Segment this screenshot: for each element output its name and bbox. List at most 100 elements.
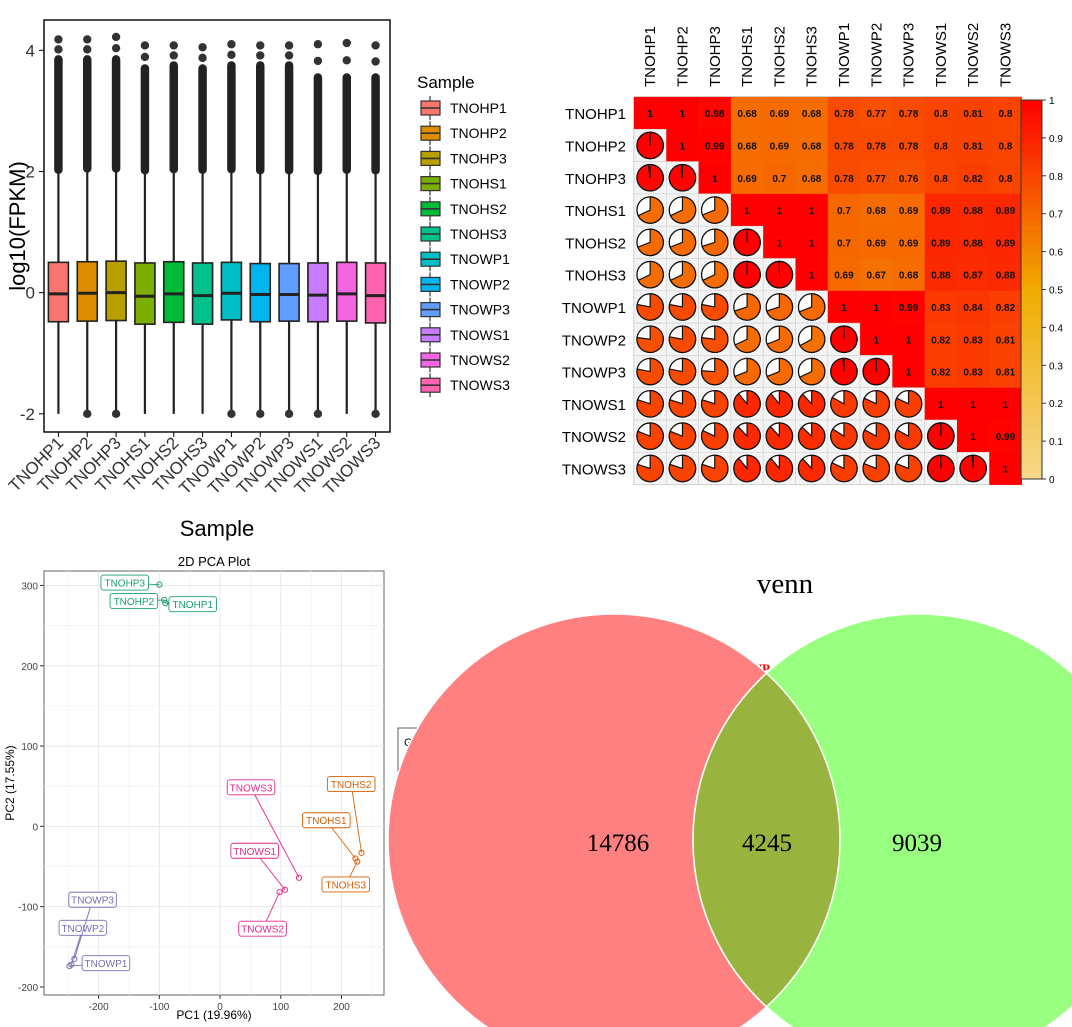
heatmap-row-label: TNOWP3 xyxy=(562,365,626,382)
colorbar-segment xyxy=(1021,270,1042,278)
heatmap-cell xyxy=(827,226,861,259)
heatmap-cell-value: 0.68 xyxy=(737,141,757,152)
heatmap-cell xyxy=(698,97,732,130)
pca-y-tick-label: 0 xyxy=(32,822,38,833)
heatmap-cell-value: 0.8 xyxy=(934,174,948,185)
pca-point xyxy=(295,874,303,881)
heatmap-cell xyxy=(957,323,990,356)
pca-y-axis-title: PC2 (17.55%) xyxy=(3,745,17,820)
pca-point-label: TNOHS3 xyxy=(325,880,366,891)
heatmap-cell xyxy=(730,161,764,195)
box-outlier-point xyxy=(227,409,236,419)
heatmap-cell-value: 0.8 xyxy=(934,141,948,152)
colorbar-segment xyxy=(1021,371,1042,379)
heatmap-pie-fill xyxy=(700,357,729,386)
heatmap-cell-value: 0.8 xyxy=(998,174,1012,185)
heatmap-cell-value: 0.83 xyxy=(963,368,983,379)
heatmap-col-label: TNOWS1 xyxy=(933,23,950,87)
heatmap-cell-value: 1 xyxy=(647,109,653,120)
heatmap-cell xyxy=(924,226,958,259)
x-axis-title: Sample xyxy=(180,516,255,541)
heatmap-pie-fill xyxy=(668,422,697,450)
heatmap-cell-value: 0.77 xyxy=(867,174,887,185)
pca-point-label: TNOWS2 xyxy=(241,925,284,936)
heatmap-pie-fill xyxy=(668,357,697,386)
pca-point xyxy=(162,600,169,607)
heatmap-cell xyxy=(666,129,699,162)
heatmap-row-label: TNOHS2 xyxy=(565,235,626,252)
box-TNOHS2 xyxy=(162,260,185,324)
colorbar-segment xyxy=(1021,302,1042,309)
pca-point xyxy=(68,961,75,968)
legend-label: TNOHP1 xyxy=(450,100,507,116)
heatmap-cell-value: 0.8 xyxy=(998,141,1012,152)
colorbar-segment xyxy=(1021,283,1042,290)
colorbar-segment xyxy=(1021,251,1042,259)
heatmap-cell xyxy=(763,226,796,259)
colorbar-segment xyxy=(1021,327,1042,335)
colorbar-segment xyxy=(1021,415,1042,423)
heatmap-cell-value: 0.82 xyxy=(996,303,1016,314)
box-outlier-point xyxy=(256,51,265,60)
heatmap-row-label: TNOHP1 xyxy=(565,106,626,123)
heatmap-pie-fill xyxy=(799,325,826,354)
colorbar-segment xyxy=(1021,340,1042,347)
heatmap-cell xyxy=(795,258,829,292)
colorbar-tick-label: 0.8 xyxy=(1049,172,1063,183)
heatmap-row-label: TNOHS3 xyxy=(565,268,626,285)
colorbar-segment xyxy=(1021,257,1042,265)
pca-label-box xyxy=(226,779,276,796)
heatmap-cell xyxy=(795,193,829,227)
box-outlier-point xyxy=(371,409,380,419)
heatmap-cell-value: 1 xyxy=(970,400,976,411)
venn-count-overlap: 4245 xyxy=(742,830,792,857)
heatmap-cell xyxy=(924,161,958,195)
heatmap-pie-fill xyxy=(733,454,761,483)
heatmap-cell-value: 0.69 xyxy=(867,238,887,249)
heatmap-cell xyxy=(860,129,893,162)
legend-label: TNOHP2 xyxy=(450,125,507,141)
legend-label: TNOWP2 xyxy=(450,276,510,292)
heatmap-cell xyxy=(957,420,990,453)
heatmap-cell-value: 1 xyxy=(1003,464,1009,475)
pca-label-box xyxy=(81,955,131,972)
box-outlier-point xyxy=(54,35,63,44)
heatmap-pie-fill xyxy=(830,357,858,386)
heatmap-pie-fill xyxy=(669,196,697,224)
colorbar-segment xyxy=(1021,358,1042,366)
box-outlier-point xyxy=(83,45,92,54)
pca-point xyxy=(161,596,168,604)
heatmap-cell xyxy=(989,161,1022,195)
colorbar-segment xyxy=(1021,194,1042,202)
heatmap-cell-value: 0.69 xyxy=(770,141,790,152)
heatmap-cell xyxy=(860,258,893,292)
heatmap-cell xyxy=(827,97,861,130)
pca-point xyxy=(358,849,365,856)
pca-label-box xyxy=(321,876,371,893)
y-tick-label: 2 xyxy=(26,162,35,181)
box-TNOHP2 xyxy=(76,260,99,322)
heatmap-col-label: TNOHS2 xyxy=(771,26,788,87)
colorbar-segment xyxy=(1021,201,1042,208)
colorbar-segment xyxy=(1021,352,1042,360)
colorbar-segment xyxy=(1021,213,1042,221)
pca-label-box xyxy=(58,919,108,936)
venn-diagram-panel: vennTNOHP_vs_TNOWPTNOHS_vs_TNOWS14786424… xyxy=(387,568,1072,1027)
heatmap-cell xyxy=(924,355,958,388)
colorbar-segment xyxy=(1021,131,1042,139)
box-outlier-point xyxy=(371,57,380,66)
colorbar-tick-label: 0.6 xyxy=(1049,248,1063,259)
heatmap-cell-value: 1 xyxy=(906,368,912,379)
heatmap-cell xyxy=(892,97,925,130)
box-outlier-point xyxy=(313,56,323,66)
heatmap-cell-value: 0.88 xyxy=(996,271,1016,282)
heatmap-pie-fill xyxy=(702,260,729,289)
pca-x-tick-label: 0 xyxy=(217,1002,223,1013)
venn-count-left-only: 14786 xyxy=(587,830,650,857)
heatmap-cell xyxy=(892,161,925,195)
correlation-heatmap-panel: 1 1 0.98 0.68 0.69 0.68 0.78 0.77 0.78 0.8 0.81 0.8… xyxy=(562,23,1064,486)
heatmap-pie-fill xyxy=(765,454,794,483)
heatmap-cell-value: 0.7 xyxy=(837,206,851,217)
heatmap-pie-fill xyxy=(700,454,729,483)
colorbar-segment xyxy=(1021,289,1042,297)
